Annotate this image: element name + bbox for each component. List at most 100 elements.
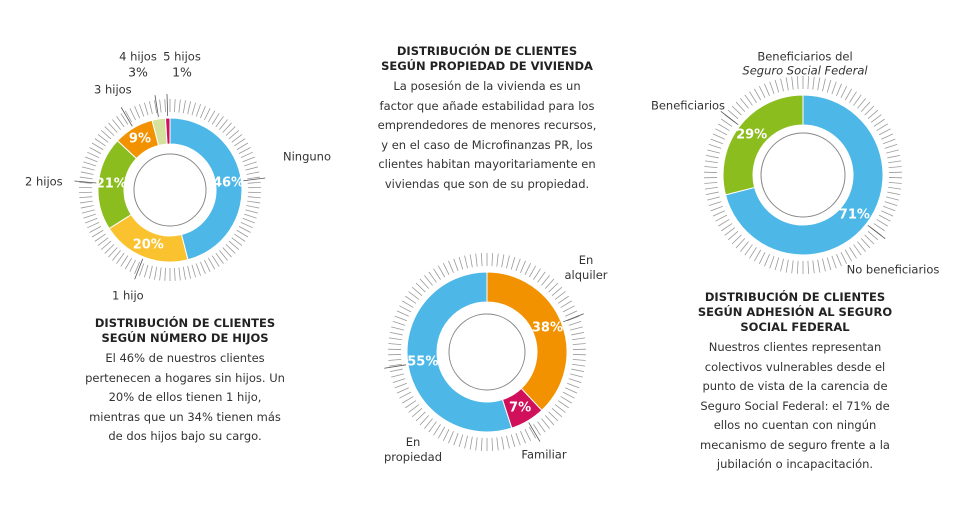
tick-decoration <box>81 166 95 171</box>
value-label: 9% <box>128 131 151 147</box>
tick-decoration <box>740 98 749 109</box>
tick-decoration <box>174 267 176 281</box>
tick-decoration <box>882 138 896 145</box>
tick-decoration <box>89 226 102 233</box>
tick-decoration <box>878 128 891 136</box>
tick-decoration <box>244 161 257 167</box>
donut-chart <box>74 94 266 281</box>
tick-decoration <box>744 244 753 256</box>
slice <box>169 117 243 261</box>
tick-decoration <box>143 264 149 278</box>
tick-decoration <box>572 337 586 341</box>
tick-decoration <box>715 128 728 136</box>
tick-decoration <box>83 213 96 219</box>
tick-decoration <box>565 387 578 394</box>
value-label: 46% <box>212 175 245 191</box>
tick-decoration <box>191 264 197 278</box>
tick-decoration <box>182 266 186 280</box>
tick-decoration <box>178 99 181 113</box>
tick-decoration <box>154 100 158 114</box>
tick-decoration <box>707 149 720 154</box>
tick-decoration <box>428 421 437 433</box>
tick-decoration <box>247 181 261 184</box>
tick-decoration <box>704 186 718 190</box>
tick-decoration <box>704 181 718 184</box>
tick-decoration <box>562 391 575 399</box>
tick-decoration <box>807 260 810 274</box>
tick-decoration <box>510 256 516 270</box>
slice <box>406 271 513 433</box>
tick-decoration <box>388 363 402 367</box>
tick-decoration <box>134 261 141 274</box>
tick-decoration <box>83 161 96 167</box>
tick-decoration <box>888 160 902 164</box>
tick-decoration <box>533 268 541 280</box>
value-label: 71% <box>838 207 870 223</box>
tick-decoration <box>475 437 478 451</box>
tick-decoration <box>464 255 468 269</box>
tick-decoration <box>442 428 450 442</box>
tick-decoration <box>528 265 537 278</box>
tick-decoration <box>881 210 894 217</box>
leader-line <box>563 313 584 323</box>
tick-decoration <box>129 259 136 272</box>
tick-decoration <box>247 200 261 204</box>
tick-decoration <box>129 108 136 121</box>
tick-decoration <box>873 223 885 232</box>
tick-decoration <box>208 110 216 123</box>
tick-decoration <box>506 435 510 449</box>
tick-decoration <box>533 424 541 436</box>
tick-decoration <box>469 254 473 268</box>
tick-decoration <box>112 119 121 130</box>
tick-decoration <box>94 233 106 242</box>
tick-decoration <box>840 85 848 99</box>
value-label: 1% <box>172 64 192 80</box>
tick-decoration <box>448 431 454 444</box>
tick-decoration <box>491 253 494 267</box>
tick-decoration <box>240 222 253 229</box>
tick-decoration <box>222 247 232 258</box>
tick-decoration <box>524 428 532 442</box>
tick-decoration <box>501 436 505 450</box>
tick-decoration <box>557 400 569 409</box>
tick-decoration <box>236 229 249 238</box>
tick-decoration <box>89 147 102 154</box>
tick-decoration <box>565 310 578 317</box>
tick-decoration <box>780 258 784 272</box>
category-label: No beneficiarios <box>846 262 940 277</box>
tick-decoration <box>571 368 585 373</box>
tick-decoration <box>769 255 775 269</box>
tick-decoration <box>108 247 118 258</box>
tick-decoration <box>402 300 414 308</box>
tick-decoration <box>544 278 555 289</box>
tick-decoration <box>391 326 404 331</box>
tick-decoration <box>853 94 862 106</box>
tick-decoration <box>572 358 586 361</box>
tick-decoration <box>87 151 100 158</box>
tick-decoration <box>812 76 815 90</box>
tick-decoration <box>139 263 145 276</box>
tick-decoration <box>857 241 866 252</box>
tick-decoration <box>774 79 780 93</box>
value-label: 3% <box>128 64 148 80</box>
tick-decoration <box>392 321 406 326</box>
tick-decoration <box>174 99 176 113</box>
tick-decoration <box>705 191 719 196</box>
value-label: 29% <box>736 127 768 143</box>
leader-line <box>154 95 159 117</box>
tick-decoration <box>458 256 464 270</box>
tick-decoration <box>79 181 93 184</box>
tick-decoration <box>244 213 257 219</box>
tick-decoration <box>887 191 901 196</box>
tick-decoration <box>712 210 725 217</box>
tick-decoration <box>515 432 521 446</box>
tick-decoration <box>80 205 94 209</box>
tick-decoration <box>562 305 575 313</box>
tick-decoration <box>219 250 228 261</box>
tick-decoration <box>97 134 109 143</box>
chart-title: DISTRIBUCIÓN DE CLIENTES SEGÚN NÚMERO DE… <box>94 316 276 345</box>
tick-decoration <box>97 237 109 246</box>
category-label: Ninguno <box>283 149 331 164</box>
tick-decoration <box>139 104 145 117</box>
tick-decoration <box>437 426 446 439</box>
